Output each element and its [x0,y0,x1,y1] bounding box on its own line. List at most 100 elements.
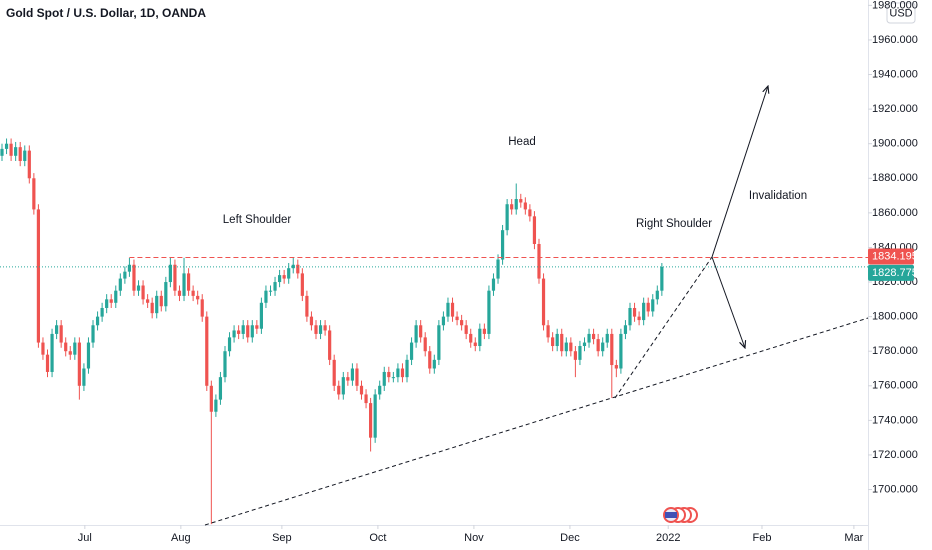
candle-body [214,399,218,412]
candle-body [141,285,145,300]
candle-body [455,316,459,321]
x-tick-label: Oct [369,532,386,544]
y-tick-label: 1720.000 [872,449,918,461]
candle-body [651,299,655,312]
candle-body [287,268,291,279]
candle-body [218,377,223,400]
candle-body [296,264,300,274]
candle-body [596,339,600,352]
candle-body [64,342,68,352]
candle-body [41,342,45,355]
y-tick-label: 1960.000 [872,34,918,46]
candle-body [241,325,245,334]
candle-body [200,299,204,317]
candle-body [346,377,350,381]
candle-body [105,299,109,308]
candle-body [628,307,632,326]
candle-body [328,330,332,360]
candle-body [264,290,268,303]
candle-body [560,333,564,352]
currency-badge[interactable] [886,2,916,24]
candles [0,138,664,525]
candle-body [45,354,50,372]
candle-body [59,325,63,343]
candle-body [209,385,213,412]
candle-body [573,351,577,360]
y-tick-label: 1780.000 [872,345,918,357]
candle-body [246,325,250,338]
candle-body [77,342,81,386]
resistance-tag-label: 1834.195 [872,250,918,262]
candle-body [14,147,18,156]
candle-body [159,295,163,307]
resistance-tag [868,248,914,265]
candle-body [423,337,427,352]
candle-body [464,325,468,334]
candle-body [359,385,364,395]
candle-body [537,243,541,279]
candle-body [514,199,518,210]
candle-body [4,143,9,149]
candle-body [291,264,295,269]
candle-body [446,302,450,317]
candle-body [642,302,646,321]
candle-body [364,394,368,404]
candle-body [555,333,559,347]
candle-body [136,285,141,291]
candle-body [132,264,136,291]
candle-body [282,275,286,279]
candle-body [660,266,664,291]
candle-body [510,204,514,210]
candle-body [314,325,318,334]
candle-body [300,273,304,296]
candle-body [355,368,359,386]
last-price-tag [868,264,914,281]
y-tick-label: 1920.000 [872,103,918,115]
last-price-tag-label: 1828.775 [872,267,918,279]
x-tick-label: Aug [171,532,191,544]
candle-body [168,264,172,283]
candle-body [610,333,614,366]
candle-body [82,368,86,386]
candle-body [619,333,623,369]
y-tick-label: 1980.000 [872,0,918,11]
candle-body [450,302,455,317]
candle-body [546,325,550,338]
arrow-down [711,256,745,348]
candle-body [305,295,309,317]
candle-body [177,290,182,296]
candle-body [150,302,154,314]
candle-body [0,148,4,156]
candle-body [637,316,641,321]
candle-body [646,302,650,312]
candle-body [250,325,254,338]
candle-body [55,325,59,334]
candle-body [614,365,618,369]
candle-body [432,359,436,369]
candle-body [391,377,395,379]
candle-body [582,342,587,347]
x-tick-label: Jul [78,532,92,544]
candle-body [91,325,95,343]
x-tick-label: Dec [560,532,580,544]
candle-body [232,330,236,338]
candle-body [601,342,605,352]
candle-body [551,337,555,347]
currency-label[interactable]: USD [889,7,912,19]
candle-body [400,368,405,378]
candle-body [341,377,345,395]
candle-body [387,371,391,378]
candle-body [332,359,336,386]
x-tick-label: Mar [844,532,863,544]
candle-body [350,368,355,381]
candle-body [259,302,263,329]
candle-body [482,328,486,334]
annotation: Invalidation [749,190,807,202]
candle-body [419,325,423,338]
candle-body [36,209,41,343]
candle-body [655,290,659,300]
candle-body [123,271,127,279]
